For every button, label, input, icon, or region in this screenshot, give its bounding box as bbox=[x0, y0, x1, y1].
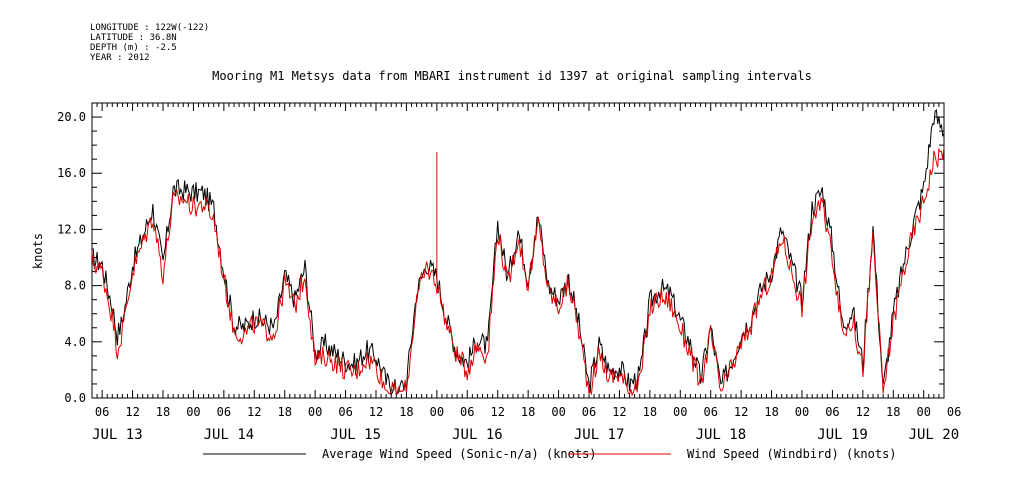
x-tick-label: 18 bbox=[521, 405, 535, 419]
legend-label-average: Average Wind Speed (Sonic-n/a) (knots) bbox=[322, 447, 597, 461]
metadata-longitude: LONGITUDE : 122W(-122) bbox=[90, 23, 209, 33]
legend: Average Wind Speed (Sonic-n/a) (knots) W… bbox=[203, 447, 897, 461]
x-tick-label: 06 bbox=[947, 405, 961, 419]
x-tick-label: 12 bbox=[612, 405, 626, 419]
x-tick-label: 00 bbox=[186, 405, 200, 419]
y-tick-label: 12.0 bbox=[57, 222, 86, 236]
y-axis-label: knots bbox=[31, 233, 45, 269]
x-tick-label: 18 bbox=[156, 405, 170, 419]
x-tick-label: 00 bbox=[673, 405, 687, 419]
x-date-label: JUL 17 bbox=[574, 427, 625, 443]
x-date-label: JUL 19 bbox=[817, 427, 868, 443]
x-tick-label: 12 bbox=[247, 405, 261, 419]
y-tick-label: 0.0 bbox=[64, 391, 86, 405]
x-tick-label: 00 bbox=[308, 405, 322, 419]
x-tick-label: 18 bbox=[399, 405, 413, 419]
legend-label-windbird: Wind Speed (Windbird) (knots) bbox=[687, 447, 897, 461]
series-group bbox=[91, 108, 945, 397]
x-tick-label: 00 bbox=[430, 405, 444, 419]
x-tick-label: 18 bbox=[764, 405, 778, 419]
x-tick-label: 12 bbox=[125, 405, 139, 419]
metadata-year: YEAR : 2012 bbox=[90, 53, 150, 63]
x-tick-label: 06 bbox=[460, 405, 474, 419]
x-tick-label: 18 bbox=[277, 405, 291, 419]
metadata-block: LONGITUDE : 122W(-122) LATITUDE : 36.8N … bbox=[90, 23, 209, 63]
x-tick-label: 06 bbox=[338, 405, 352, 419]
x-tick-label: 18 bbox=[643, 405, 657, 419]
x-tick-label: 18 bbox=[886, 405, 900, 419]
x-date-label: JUL 16 bbox=[452, 427, 503, 443]
x-date-label: JUL 13 bbox=[92, 427, 143, 443]
y-tick-label: 16.0 bbox=[57, 166, 86, 180]
x-tick-label: 06 bbox=[217, 405, 231, 419]
x-date-label: JUL 18 bbox=[696, 427, 747, 443]
series-line-2 bbox=[91, 147, 945, 397]
y-axis: 0.0 4.0 8.0 12.0 16.0 20.0 bbox=[57, 110, 944, 405]
y-tick-label: 20.0 bbox=[57, 110, 86, 124]
x-tick-label: 06 bbox=[825, 405, 839, 419]
x-date-label: JUL 20 bbox=[909, 427, 960, 443]
x-tick-label: 00 bbox=[795, 405, 809, 419]
x-date-label: JUL 15 bbox=[330, 427, 381, 443]
x-tick-label: 06 bbox=[703, 405, 717, 419]
y-tick-label: 8.0 bbox=[64, 279, 86, 293]
chart-title: Mooring M1 Metsys data from MBARI instru… bbox=[212, 69, 812, 83]
x-tick-label: 12 bbox=[490, 405, 504, 419]
x-tick-label: 06 bbox=[582, 405, 596, 419]
x-tick-label: 06 bbox=[95, 405, 109, 419]
metadata-depth: DEPTH (m) : -2.5 bbox=[90, 43, 177, 53]
x-tick-label: 00 bbox=[551, 405, 565, 419]
y-tick-label: 4.0 bbox=[64, 335, 86, 349]
x-tick-label: 00 bbox=[916, 405, 930, 419]
x-axis: 06 12 18 00 06 12 18 00 06 12 18 00 06 12 18 00 06 12 18 00… bbox=[91, 103, 961, 443]
x-tick-label: 12 bbox=[734, 405, 748, 419]
x-date-label: JUL 14 bbox=[204, 427, 255, 443]
metadata-latitude: LATITUDE : 36.8N bbox=[90, 33, 177, 43]
x-tick-label: 12 bbox=[369, 405, 383, 419]
x-tick-label: 12 bbox=[856, 405, 870, 419]
